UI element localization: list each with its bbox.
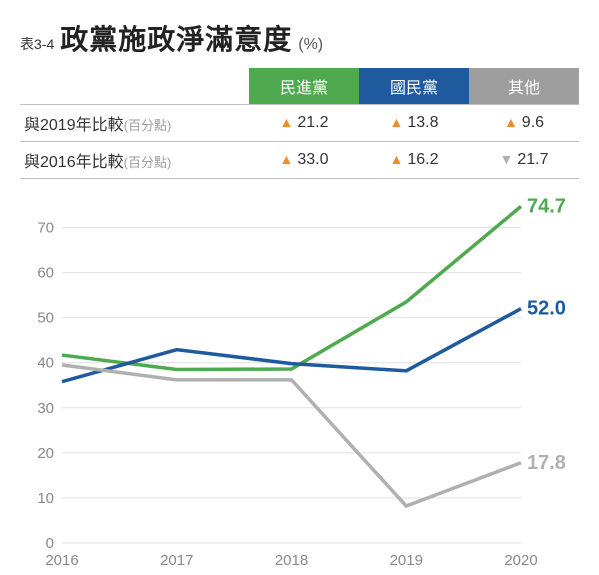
y-tick-label: 60 (37, 265, 54, 282)
cell-value: 33.0 (297, 151, 328, 168)
x-tick-label: 2017 (160, 552, 193, 569)
table-cell: ▲21.2 (249, 105, 359, 142)
series-end-label: 17.8 (527, 452, 566, 474)
arrow-down-icon: ▼ (500, 151, 514, 167)
arrow-up-icon: ▲ (390, 151, 404, 167)
column-header: 民進黨 (249, 68, 359, 105)
cell-value: 21.7 (517, 151, 548, 168)
y-tick-label: 0 (46, 535, 54, 552)
unit-label: (%) (298, 36, 323, 54)
column-header: 國民黨 (359, 68, 469, 105)
y-tick-label: 30 (37, 400, 54, 417)
y-tick-label: 50 (37, 310, 54, 327)
line-chart: 0 10 20 30 40 50 60 70 2016 2017 2018 2019 2020 74.7 5… (20, 195, 579, 575)
comparison-table: 民進黨國民黨其他 與2019年比較(百分點)▲21.2▲13.8▲9.6與201… (20, 68, 579, 179)
series-end-label: 52.0 (527, 298, 566, 320)
table-cell: ▲33.0 (249, 142, 359, 179)
table-cell: ▲13.8 (359, 105, 469, 142)
table-label: 表3-4 (20, 34, 54, 54)
y-tick-label: 10 (37, 490, 54, 507)
y-tick-label: 70 (37, 220, 54, 237)
y-tick-label: 20 (37, 445, 54, 462)
chart-title: 政黨施政淨滿意度 (60, 18, 292, 58)
table-header-row: 民進黨國民黨其他 (20, 68, 579, 105)
arrow-up-icon: ▲ (390, 114, 404, 130)
table-row: 與2016年比較(百分點)▲33.0▲16.2▼21.7 (20, 142, 579, 179)
arrow-up-icon: ▲ (280, 151, 294, 167)
table-cell: ▲9.6 (469, 105, 579, 142)
arrow-up-icon: ▲ (504, 114, 518, 130)
title-row: 表3-4 政黨施政淨滿意度 (%) (20, 18, 579, 58)
y-tick-label: 40 (37, 355, 54, 372)
table-cell: ▲16.2 (359, 142, 469, 179)
x-tick-label: 2016 (45, 552, 78, 569)
row-label: 與2016年比較(百分點) (20, 142, 249, 179)
x-tick-label: 2018 (275, 552, 308, 569)
x-tick-label: 2019 (390, 552, 423, 569)
cell-value: 16.2 (407, 151, 438, 168)
chart-svg: 0 10 20 30 40 50 60 70 2016 2017 2018 2019 2020 74.7 5… (20, 195, 579, 575)
table-row: 與2019年比較(百分點)▲21.2▲13.8▲9.6 (20, 105, 579, 142)
row-label: 與2019年比較(百分點) (20, 105, 249, 142)
cell-value: 21.2 (297, 114, 328, 131)
arrow-up-icon: ▲ (280, 114, 294, 130)
series-end-label: 74.7 (527, 195, 566, 217)
cell-value: 9.6 (522, 114, 544, 131)
series-line (62, 365, 521, 506)
header-empty (20, 68, 249, 105)
table-cell: ▼21.7 (469, 142, 579, 179)
x-tick-label: 2020 (504, 552, 537, 569)
cell-value: 13.8 (407, 114, 438, 131)
column-header: 其他 (469, 68, 579, 105)
